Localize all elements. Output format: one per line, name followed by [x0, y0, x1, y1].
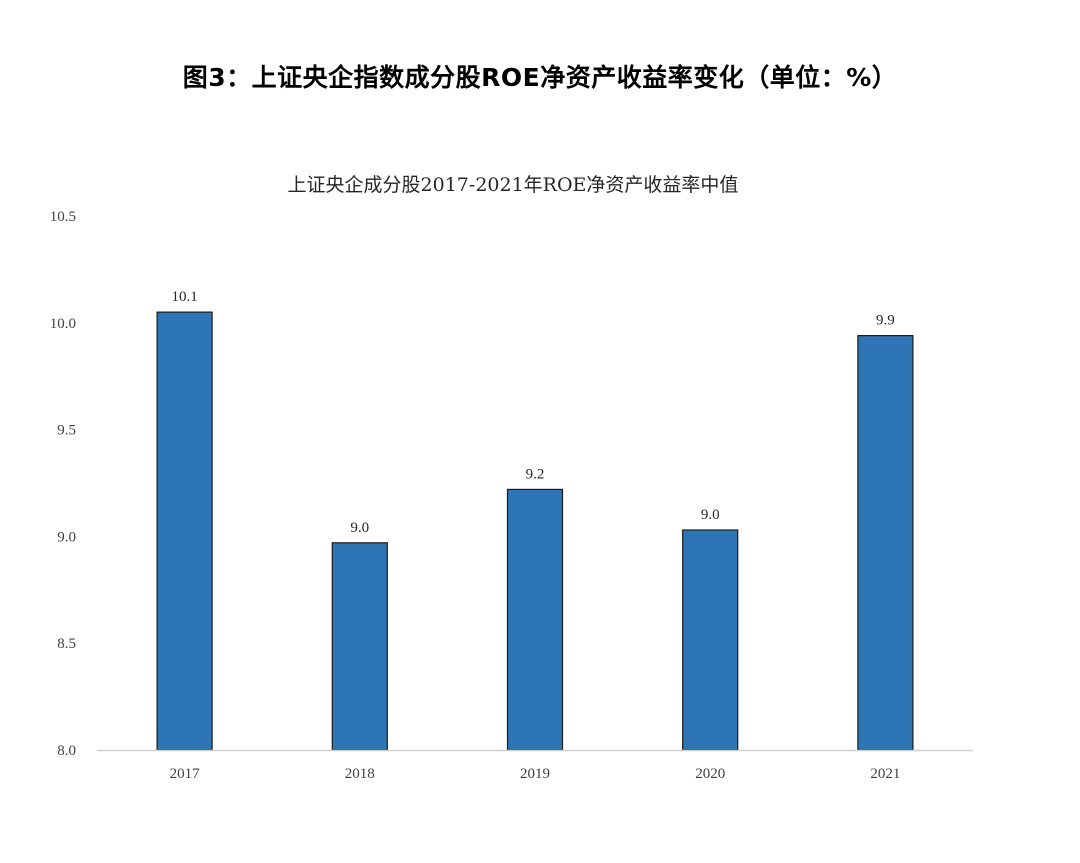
bar-2019: [506, 488, 564, 751]
x-tick-label-2020: 2020: [695, 766, 725, 782]
data-label-2018: 9.0: [350, 520, 369, 536]
data-label-2017: 10.1: [171, 289, 197, 305]
bar-2017: [156, 311, 213, 751]
bars: 10.1 9.0 9.2 9.0 9.9: [156, 289, 914, 751]
data-label-2020: 9.0: [701, 507, 720, 523]
y-tick-label: 9.5: [57, 423, 76, 439]
data-label-2021: 9.9: [876, 313, 895, 329]
bar-2020: [682, 529, 739, 751]
chart-title: 上证央企成分股2017-2021年ROE净资产收益率中值: [288, 174, 739, 196]
y-tick-label: 10.0: [50, 316, 76, 332]
y-tick-label: 10.5: [50, 209, 76, 225]
data-label-2019: 9.2: [526, 466, 545, 482]
y-tick-label: 8.5: [57, 636, 76, 652]
x-tick-label-2017: 2017: [170, 766, 201, 782]
y-tick-label: 9.0: [57, 529, 76, 545]
bar-2021: [857, 335, 914, 751]
figure-title: 图3：上证央企指数成分股ROE净资产收益率变化（单位：%）: [182, 63, 898, 92]
x-tick-label-2018: 2018: [345, 766, 375, 782]
x-tick-label-2021: 2021: [870, 766, 900, 782]
bar-2018: [331, 542, 388, 751]
x-axis: 2017 2018 2019 2020 2021: [97, 749, 973, 782]
y-axis: 8.0 8.5 9.0 9.5 10.0 10.5: [50, 209, 76, 759]
y-tick-label: 8.0: [57, 743, 76, 759]
x-tick-label-2019: 2019: [520, 766, 550, 782]
